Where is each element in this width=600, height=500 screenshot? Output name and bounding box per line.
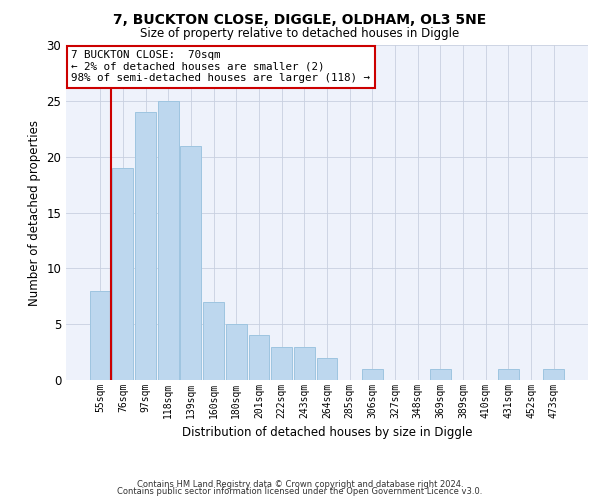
Bar <box>498 369 519 380</box>
Bar <box>362 369 383 380</box>
Bar <box>430 369 451 380</box>
Bar <box>294 346 315 380</box>
Bar <box>112 168 133 380</box>
Bar <box>203 302 224 380</box>
Text: 7, BUCKTON CLOSE, DIGGLE, OLDHAM, OL3 5NE: 7, BUCKTON CLOSE, DIGGLE, OLDHAM, OL3 5N… <box>113 12 487 26</box>
Y-axis label: Number of detached properties: Number of detached properties <box>28 120 41 306</box>
Text: Size of property relative to detached houses in Diggle: Size of property relative to detached ho… <box>140 28 460 40</box>
Bar <box>135 112 156 380</box>
Text: Contains public sector information licensed under the Open Government Licence v3: Contains public sector information licen… <box>118 488 482 496</box>
Bar <box>544 369 564 380</box>
Text: 7 BUCKTON CLOSE:  70sqm
← 2% of detached houses are smaller (2)
98% of semi-deta: 7 BUCKTON CLOSE: 70sqm ← 2% of detached … <box>71 50 370 83</box>
X-axis label: Distribution of detached houses by size in Diggle: Distribution of detached houses by size … <box>182 426 472 440</box>
Bar <box>90 290 110 380</box>
Bar <box>271 346 292 380</box>
Bar <box>226 324 247 380</box>
Bar <box>317 358 337 380</box>
Text: Contains HM Land Registry data © Crown copyright and database right 2024.: Contains HM Land Registry data © Crown c… <box>137 480 463 489</box>
Bar <box>158 101 179 380</box>
Bar <box>181 146 202 380</box>
Bar <box>248 336 269 380</box>
